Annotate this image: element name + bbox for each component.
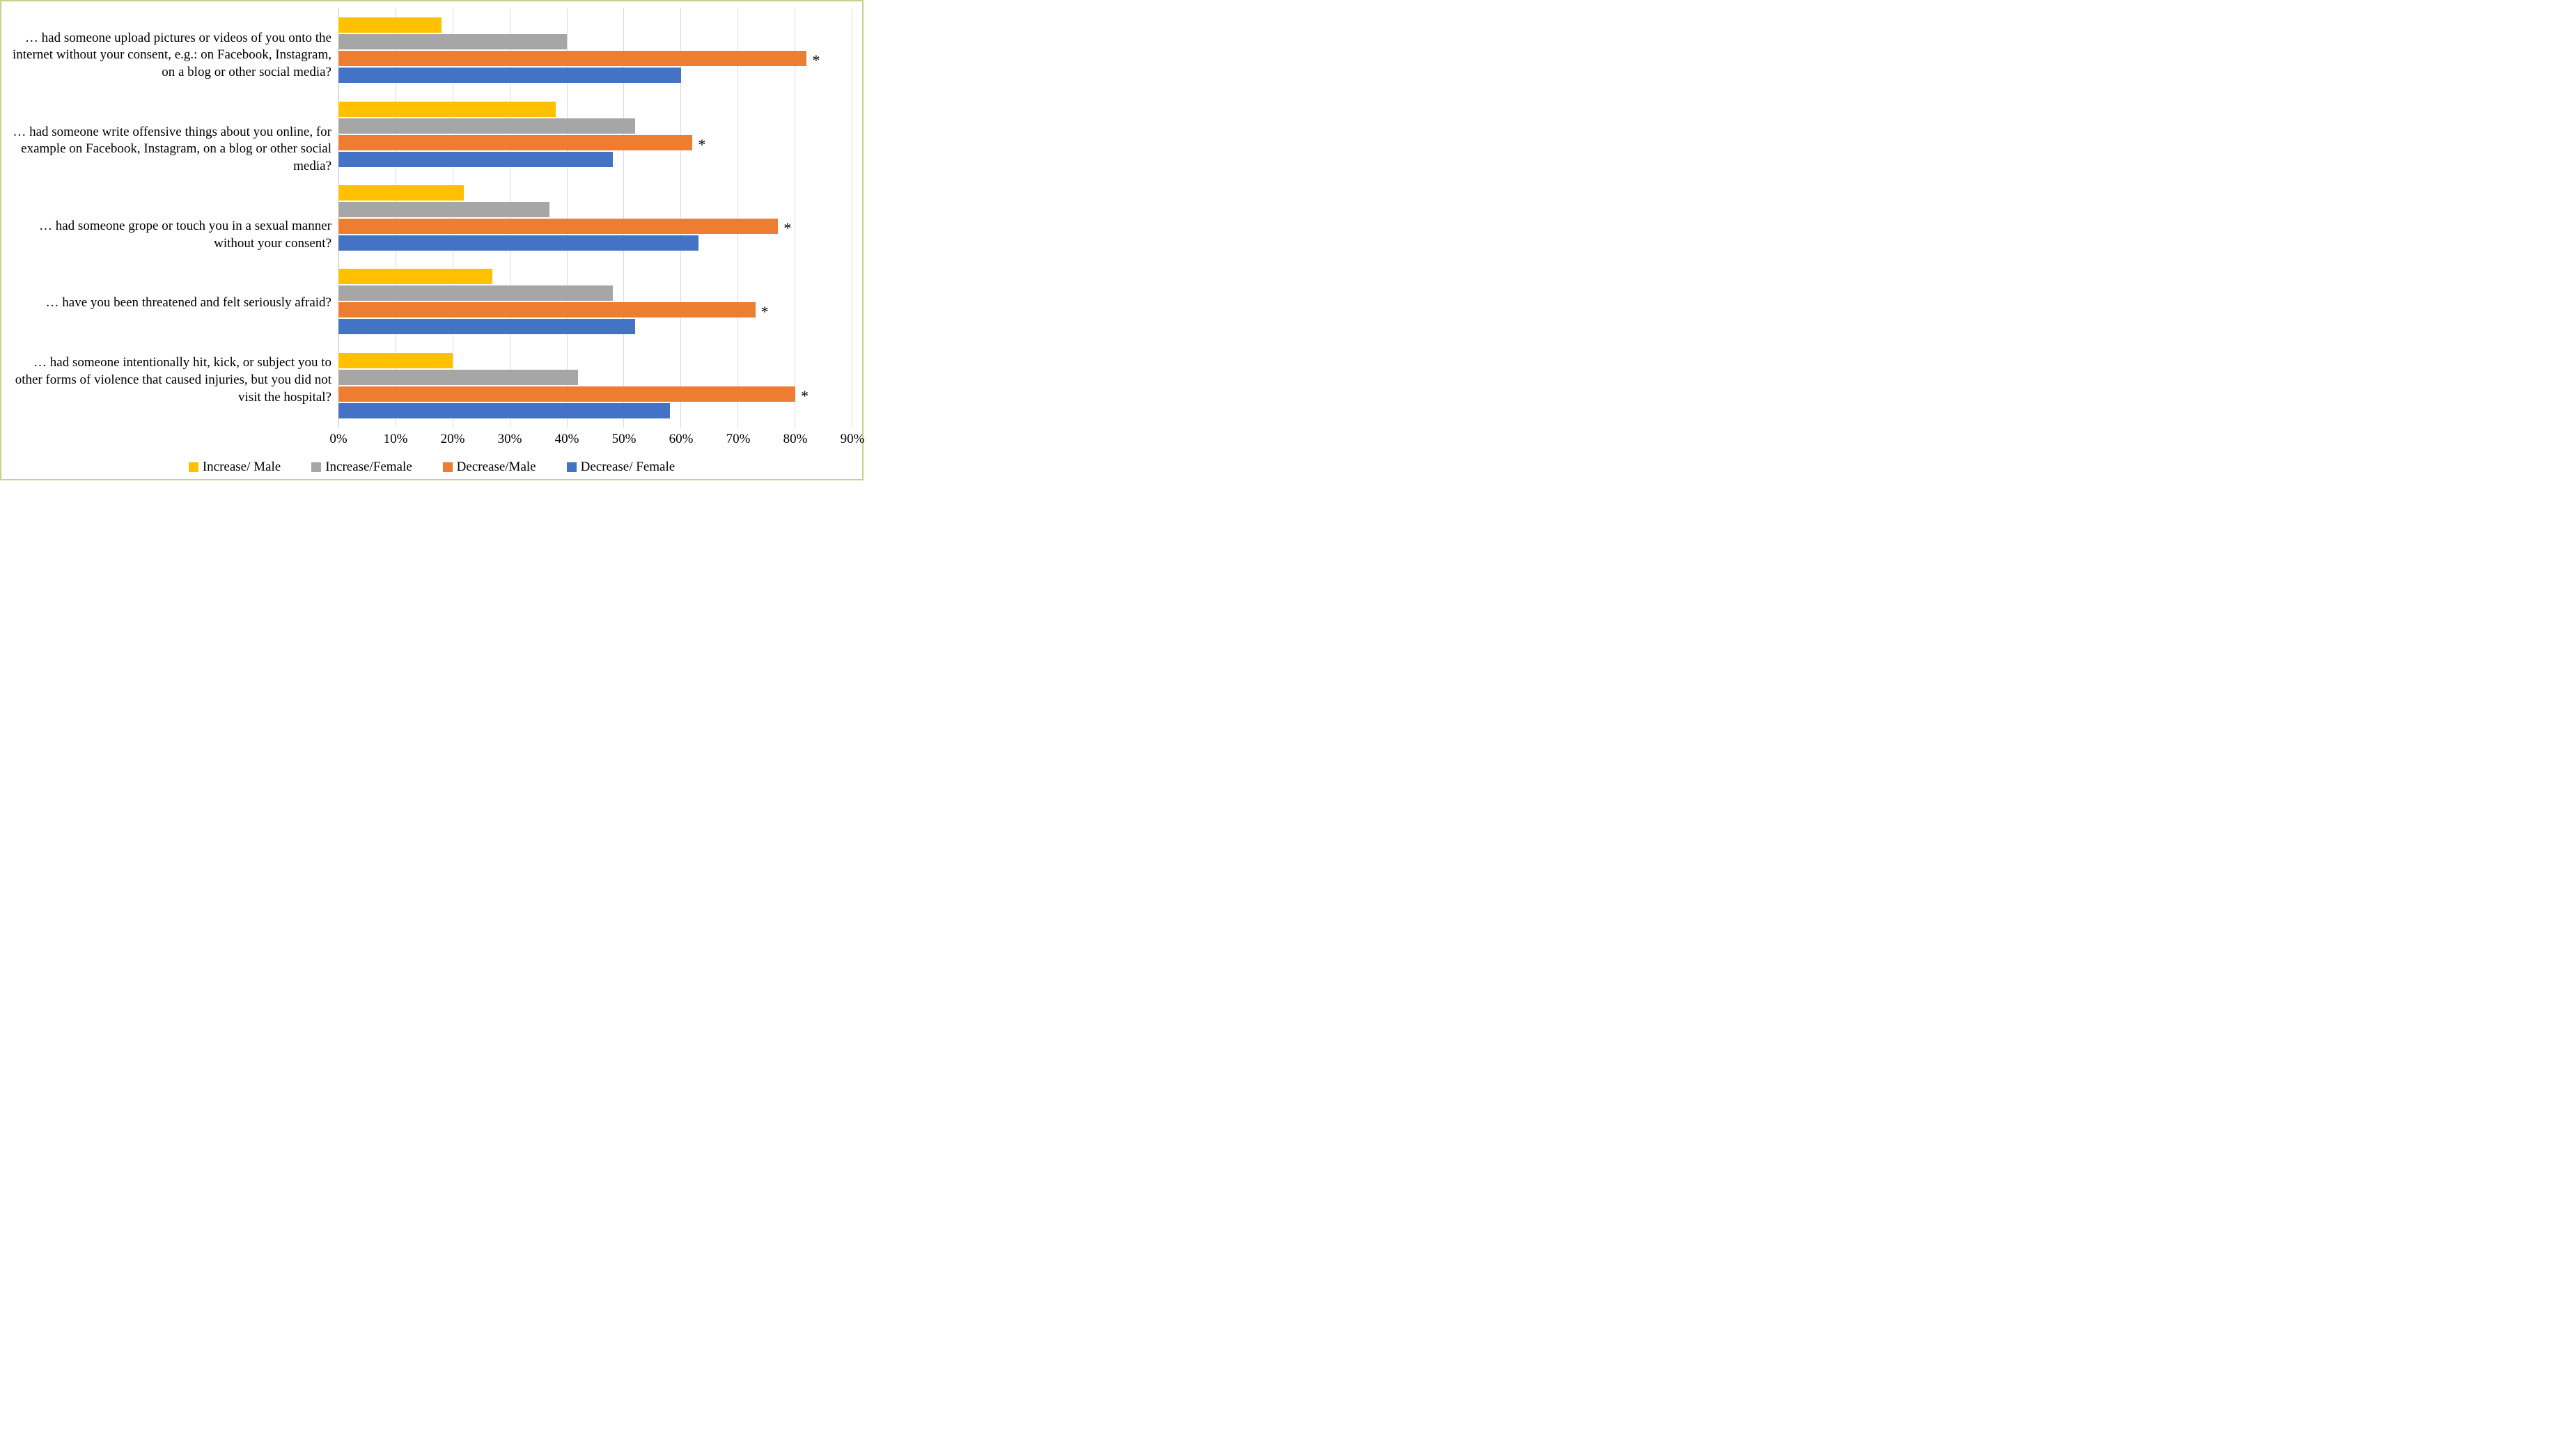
x-axis-ticks: 0%10%20%30%40%50%60%70%80%90% [338,432,852,453]
bar-row: * [338,386,852,402]
bar-increase-female [338,285,613,301]
x-tick-label: 60% [667,432,695,447]
legend-label: Decrease/ Female [581,460,676,475]
swatch-decrease-male [443,462,453,472]
bar-decrease-male [338,51,806,66]
x-axis-row: 0%10%20%30%40%50%60%70%80%90% [11,428,852,453]
x-tick-label: 70% [724,432,752,447]
bar-decrease-male [338,386,795,402]
bar-increase-female [338,370,578,385]
bar-row [338,102,852,117]
bar-decrease-male [338,135,692,150]
bar-row [338,68,852,83]
bar-row [338,285,852,301]
legend-label: Increase/Female [325,460,412,475]
chart-frame: … had someone upload pictures or videos … [0,0,864,480]
x-tick-label: 40% [553,432,581,447]
significance-marker: * [795,389,809,404]
bar-row [338,34,852,49]
bar-row [338,235,852,251]
bar-decrease-female [338,319,635,334]
x-tick-label: 0% [325,432,352,447]
category-label: … had someone upload pictures or videos … [11,30,338,81]
bar-row [338,185,852,201]
bar-increase-female [338,118,635,134]
significance-marker: * [692,137,705,152]
swatch-increase-male [189,462,198,472]
swatch-increase-female [311,462,321,472]
bar-row: * [338,219,852,234]
bar-decrease-male [338,302,756,317]
bar-increase-female [338,202,549,217]
bar-increase-male [338,17,442,33]
bar-group: * [338,185,852,251]
bar-group: * [338,17,852,84]
x-tick-label: 90% [838,432,866,447]
bar-increase-male [338,269,492,284]
bar-group: * [338,268,852,335]
bar-row [338,403,852,418]
significance-marker: * [756,304,769,320]
legend-label: Increase/ Male [203,460,281,475]
legend-item-increase-male: Increase/ Male [189,460,281,475]
bar-decrease-male [338,219,778,234]
bar-decrease-female [338,68,681,83]
x-tick-label: 50% [610,432,638,447]
bar-increase-male [338,185,464,201]
bar-groups: * * * * * [338,8,852,428]
bar-row [338,202,852,217]
bar-decrease-female [338,403,670,418]
significance-marker: * [806,53,820,68]
bar-row [338,319,852,334]
bar-group: * [338,101,852,168]
bar-row [338,118,852,134]
bar-row [338,269,852,284]
x-tick-label: 30% [496,432,524,447]
x-tick-label: 10% [382,432,409,447]
grid-and-bars: * * * * * [338,8,852,428]
legend-item-decrease-female: Decrease/ Female [567,460,676,475]
bar-row: * [338,135,852,150]
chart-column: * * * * * [338,8,852,428]
bar-increase-male [338,353,453,368]
swatch-decrease-female [567,462,577,472]
bar-row [338,370,852,385]
x-tick-label: 20% [439,432,467,447]
bar-row [338,152,852,167]
bar-row [338,353,852,368]
legend-item-increase-female: Increase/Female [311,460,412,475]
y-axis-labels: … had someone upload pictures or videos … [11,8,338,428]
category-label: … had someone intentionally hit, kick, o… [11,354,338,406]
bar-row: * [338,302,852,317]
bar-decrease-female [338,152,613,167]
significance-marker: * [778,221,791,236]
category-label: … have you been threatened and felt seri… [11,295,338,312]
legend-label: Decrease/Male [457,460,536,475]
category-label: … had someone write offensive things abo… [11,124,338,175]
x-tick-label: 80% [781,432,809,447]
bar-group: * [338,352,852,419]
bar-increase-male [338,102,556,117]
plot-area: … had someone upload pictures or videos … [11,8,852,428]
category-label: … had someone grope or touch you in a se… [11,218,338,252]
bar-decrease-female [338,235,698,251]
bar-increase-female [338,34,567,49]
bar-row: * [338,51,852,66]
legend: Increase/ Male Increase/Female Decrease/… [11,453,852,475]
legend-item-decrease-male: Decrease/Male [443,460,536,475]
bar-row [338,17,852,33]
